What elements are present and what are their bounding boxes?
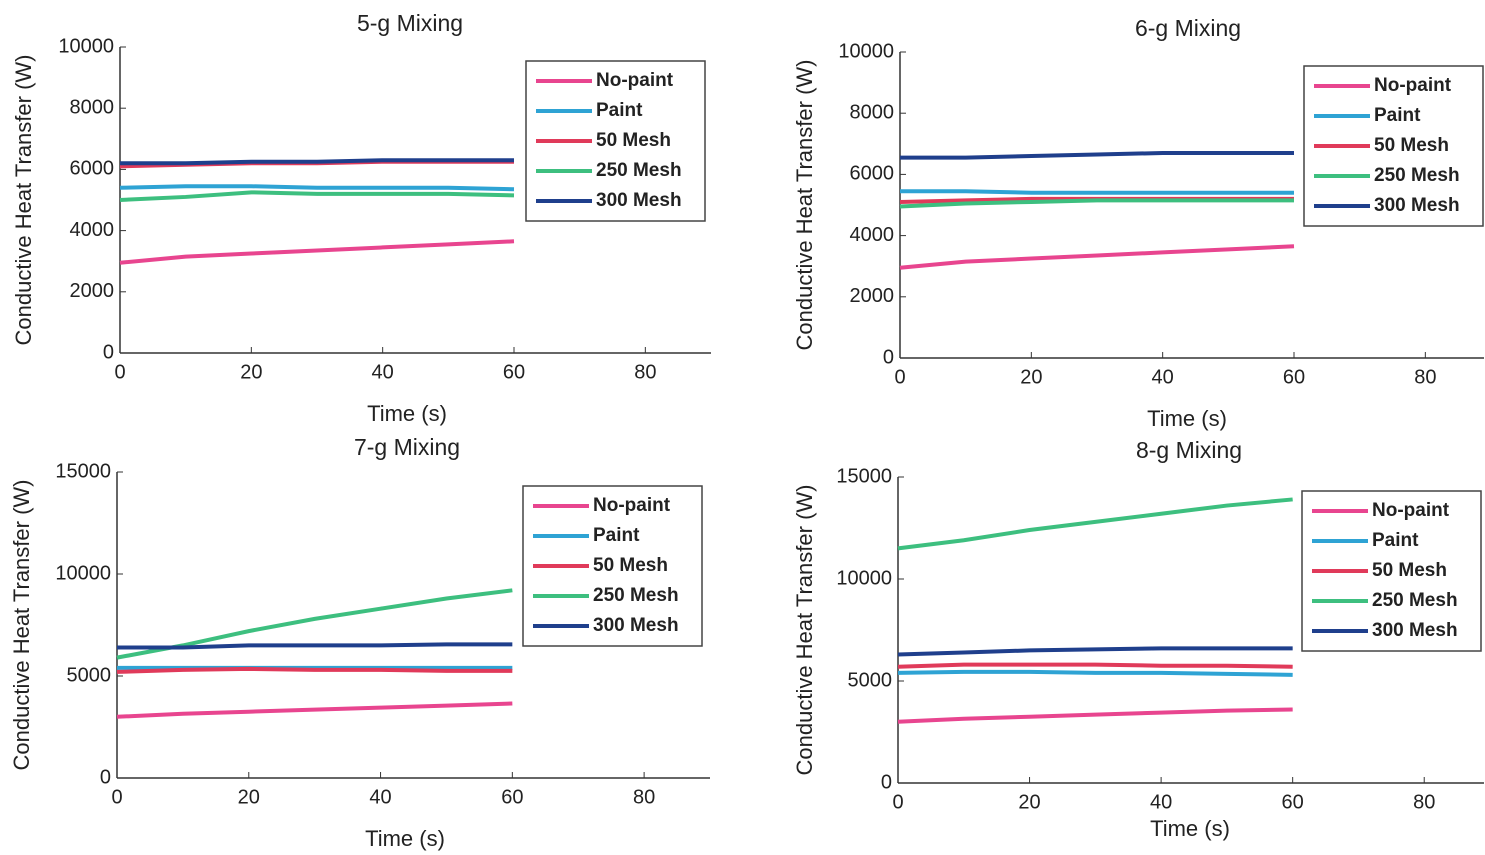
data-line (116, 588, 513, 660)
legend-label: 250 Mesh (593, 585, 679, 606)
x-tick-label: 80 (1413, 791, 1435, 813)
x-tick-label: 40 (372, 361, 394, 383)
y-tick-label: 10000 (838, 40, 894, 62)
y-tick-label: 10000 (836, 567, 892, 589)
x-tick-label: 20 (1018, 791, 1040, 813)
legend-label: Paint (1374, 105, 1421, 126)
x-tick-label: 40 (1152, 366, 1174, 388)
legend-label: 250 Mesh (1372, 590, 1458, 611)
legend-label: No-paint (593, 495, 671, 516)
x-tick-label: 0 (894, 366, 905, 388)
y-tick-label: 15000 (836, 465, 892, 487)
data-line (897, 497, 1293, 551)
data-line (897, 707, 1293, 724)
data-line (897, 662, 1293, 669)
data-line (897, 669, 1293, 677)
chart-title: 6-g Mixing (1135, 15, 1241, 41)
data-line (117, 642, 513, 650)
data-line (119, 190, 515, 202)
y-tick-label: 0 (883, 346, 894, 368)
y-tick-label: 0 (881, 771, 892, 793)
y-tick-label: 5000 (67, 664, 112, 686)
legend-label: 300 Mesh (593, 615, 679, 636)
legend-label: Paint (593, 525, 640, 546)
y-axis-label: Conductive Heat Transfer (W) (9, 480, 34, 771)
legend-label: Paint (1372, 530, 1419, 551)
x-tick-label: 0 (892, 791, 903, 813)
x-tick-label: 0 (114, 361, 125, 383)
y-tick-label: 6000 (850, 163, 895, 185)
legend-label: 250 Mesh (596, 160, 682, 181)
y-tick-label: 4000 (70, 219, 115, 241)
data-line (899, 198, 1294, 209)
data-line (120, 158, 514, 166)
legend-label: No-paint (596, 70, 674, 91)
x-tick-label: 20 (240, 361, 262, 383)
x-tick-label: 40 (1150, 791, 1172, 813)
x-tick-label: 80 (1414, 366, 1436, 388)
legend-label: 50 Mesh (1372, 560, 1447, 581)
x-tick-label: 60 (503, 361, 525, 383)
legend-label: 300 Mesh (1374, 195, 1460, 216)
y-tick-label: 8000 (70, 96, 115, 118)
legend-label: No-paint (1374, 75, 1452, 96)
x-tick-label: 60 (1282, 791, 1304, 813)
x-tick-label: 20 (1020, 366, 1042, 388)
legend-label: No-paint (1372, 500, 1450, 521)
legend-label: 50 Mesh (596, 130, 671, 151)
data-line (116, 701, 513, 719)
x-tick-label: 40 (369, 786, 391, 808)
legend-label: 300 Mesh (1372, 620, 1458, 641)
x-axis-label: Time (s) (1150, 816, 1230, 841)
x-tick-label: 0 (111, 786, 122, 808)
data-line (119, 184, 515, 192)
data-line (897, 646, 1293, 657)
y-tick-label: 8000 (850, 101, 895, 123)
x-tick-label: 20 (238, 786, 260, 808)
data-line (116, 666, 513, 674)
x-tick-label: 60 (1283, 366, 1305, 388)
y-axis-label: Conductive Heat Transfer (W) (792, 60, 817, 351)
y-tick-label: 2000 (70, 280, 115, 302)
legend-label: 50 Mesh (593, 555, 668, 576)
chart-title: 5-g Mixing (357, 10, 463, 36)
x-tick-label: 60 (501, 786, 523, 808)
data-line (899, 244, 1295, 270)
legend-label: 250 Mesh (1374, 165, 1460, 186)
x-tick-label: 80 (633, 786, 655, 808)
y-tick-label: 5000 (848, 669, 893, 691)
data-line (900, 189, 1294, 195)
data-line (119, 239, 515, 265)
y-tick-label: 2000 (850, 285, 895, 307)
y-tick-label: 0 (103, 341, 114, 363)
chart-title: 7-g Mixing (354, 434, 460, 460)
y-tick-label: 6000 (70, 158, 115, 180)
y-axis-label: Conductive Heat Transfer (W) (792, 485, 817, 776)
y-tick-label: 10000 (58, 35, 114, 57)
legend-label: 50 Mesh (1374, 135, 1449, 156)
legend-label: Paint (596, 100, 643, 121)
x-axis-label: Time (s) (365, 826, 445, 851)
x-axis-label: Time (s) (1147, 406, 1227, 431)
y-tick-label: 15000 (55, 460, 111, 482)
y-tick-label: 0 (100, 766, 111, 788)
y-tick-label: 4000 (850, 224, 895, 246)
x-tick-label: 80 (634, 361, 656, 383)
y-axis-label: Conductive Heat Transfer (W) (11, 55, 36, 346)
y-tick-label: 10000 (55, 562, 111, 584)
chart-title: 8-g Mixing (1136, 437, 1242, 463)
x-axis-label: Time (s) (367, 401, 447, 426)
legend-label: 300 Mesh (596, 190, 682, 211)
data-line (900, 150, 1294, 160)
